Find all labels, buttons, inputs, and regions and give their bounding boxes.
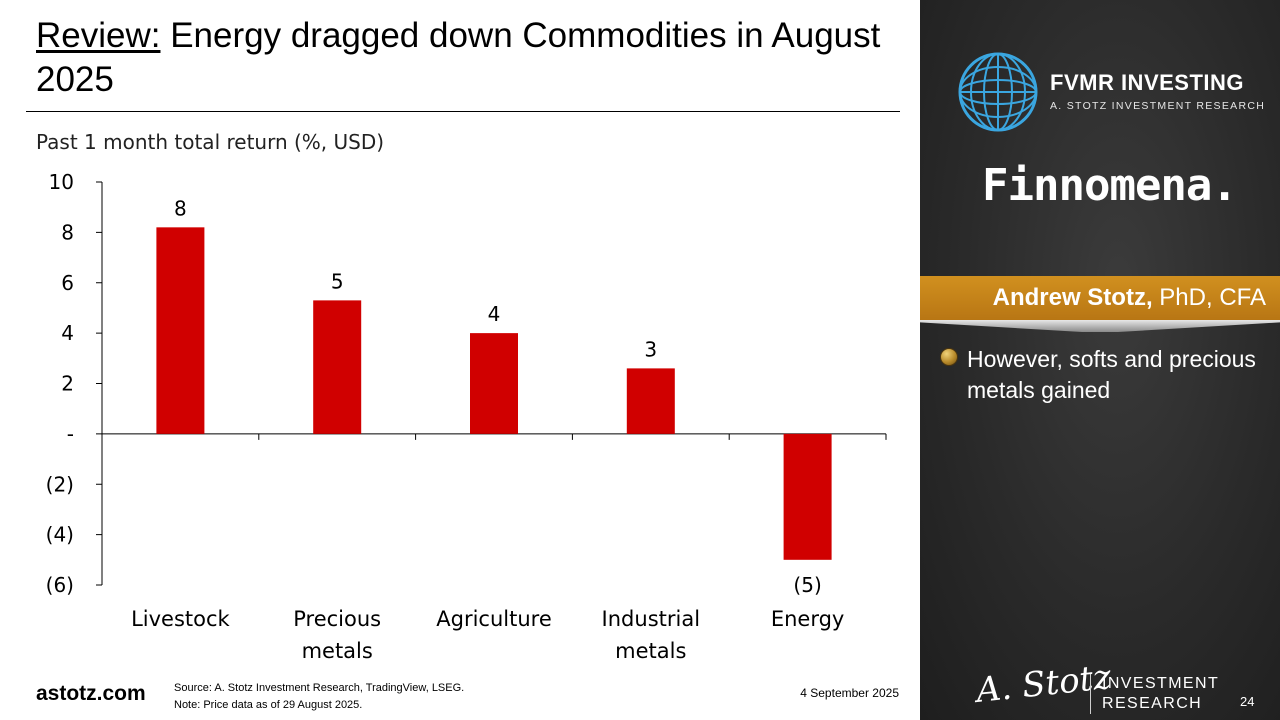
chart-title: Past 1 month total return (%, USD) bbox=[36, 130, 384, 154]
data-label: 4 bbox=[488, 302, 501, 326]
category-label: Precious metals bbox=[293, 607, 381, 663]
y-tick-label: 8 bbox=[61, 220, 74, 244]
source-note: Source: A. Stotz Investment Research, Tr… bbox=[174, 680, 464, 714]
partner-logo: Finnomena. bbox=[982, 160, 1238, 211]
speaker-line: Andrew Stotz, PhD, CFA bbox=[993, 284, 1266, 312]
title-divider bbox=[26, 111, 900, 112]
slide-title: Review: Energy dragged down Commodities … bbox=[36, 14, 896, 102]
category-label-line: Precious bbox=[293, 607, 381, 631]
research-line-1: INVESTMENT bbox=[1102, 675, 1220, 692]
bar bbox=[313, 300, 362, 434]
data-label: 3 bbox=[644, 337, 657, 361]
category-label: Agriculture bbox=[436, 607, 552, 631]
category-label: Livestock bbox=[131, 607, 230, 631]
data-label: 8 bbox=[174, 196, 187, 220]
speaker-name: Andrew Stotz, bbox=[992, 284, 1153, 311]
category-label-line: Energy bbox=[771, 607, 845, 631]
chart-labels: 8 Livestock 5 Precious metals 4 Agriculture 3 In… bbox=[131, 196, 844, 663]
website-link[interactable]: astotz.com bbox=[36, 682, 146, 705]
y-tick-label: 2 bbox=[61, 372, 74, 396]
research-brand: INVESTMENT RESEARCH bbox=[1102, 674, 1219, 714]
research-line-2: RESEARCH bbox=[1102, 695, 1203, 712]
data-label: (5) bbox=[793, 573, 821, 597]
y-tick-label: 4 bbox=[61, 321, 74, 345]
speaker-banner: Andrew Stotz, PhD, CFA bbox=[920, 276, 1280, 320]
y-tick-label: 6 bbox=[61, 271, 74, 295]
category-label-line: metals bbox=[302, 639, 373, 663]
y-tick-label: 10 bbox=[49, 170, 74, 194]
bar bbox=[783, 433, 832, 560]
side-panel: FVMR INVESTING A. STOTZ INVESTMENT RESEA… bbox=[920, 0, 1280, 720]
category-label: Energy bbox=[771, 607, 845, 631]
data-label: 5 bbox=[331, 269, 344, 293]
page-number: 24 bbox=[1240, 694, 1255, 709]
brand-subtitle: A. STOTZ INVESTMENT RESEARCH bbox=[1050, 100, 1266, 112]
note-text: Note: Price data as of 29 August 2025. bbox=[174, 699, 363, 711]
category-label-line: Livestock bbox=[131, 607, 230, 631]
y-tick-label: - bbox=[67, 422, 74, 446]
category-label-line: metals bbox=[615, 639, 686, 663]
category-label: Industrial metals bbox=[602, 607, 701, 663]
chart-bars bbox=[156, 227, 832, 560]
bullet-text: However, softs and precious metals gaine… bbox=[967, 346, 1256, 403]
title-text: Energy dragged down Commodities in Augus… bbox=[36, 16, 881, 99]
y-tick-label: (2) bbox=[46, 472, 74, 496]
bullet-icon bbox=[940, 348, 958, 366]
title-prefix: Review: bbox=[36, 16, 161, 55]
speaker-credentials: PhD, CFA bbox=[1152, 284, 1266, 311]
category-label-line: Agriculture bbox=[436, 607, 552, 631]
bar bbox=[626, 368, 675, 434]
logo-divider bbox=[1090, 674, 1091, 714]
y-tick-label: (6) bbox=[46, 573, 74, 597]
y-tick-label: (4) bbox=[46, 523, 74, 547]
category-label-line: Industrial bbox=[602, 607, 701, 631]
signature-logo: A. Stotz bbox=[974, 657, 1113, 711]
globe-logo-icon bbox=[958, 52, 1038, 132]
bar-chart: Past 1 month total return (%, USD) 10 8 6 4… bbox=[36, 130, 887, 663]
bar bbox=[156, 227, 205, 434]
bar bbox=[470, 333, 518, 434]
banner-shadow bbox=[920, 320, 1280, 332]
source-text: Source: A. Stotz Investment Research, Tr… bbox=[174, 682, 465, 694]
brand-name: FVMR INVESTING bbox=[1050, 70, 1245, 95]
slide-date: 4 September 2025 bbox=[800, 686, 899, 700]
